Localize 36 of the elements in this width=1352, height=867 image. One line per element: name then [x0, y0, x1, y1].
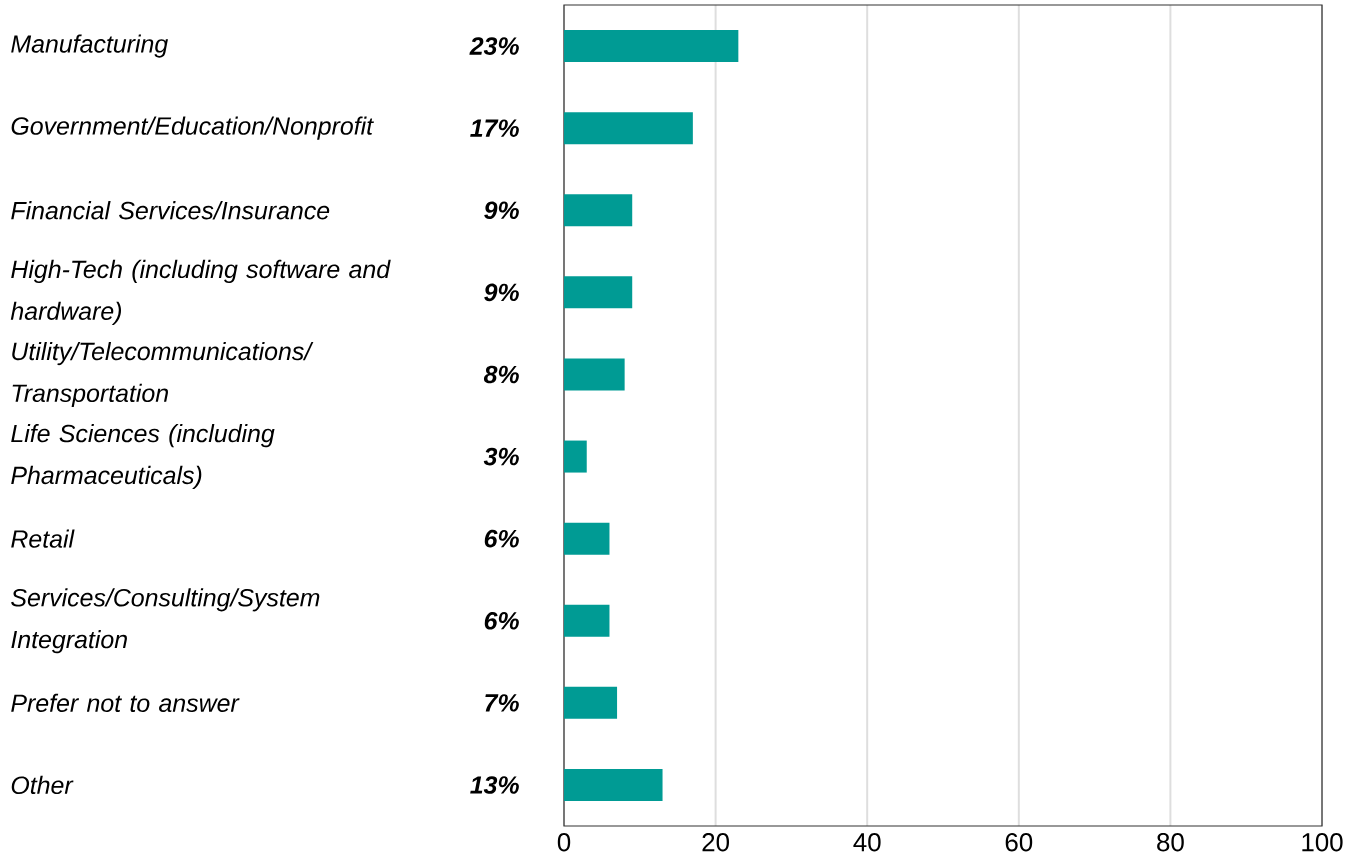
- data-label: 13%: [470, 776, 519, 794]
- bar: [564, 358, 625, 391]
- y-tick-label: Services/Consulting/System Integration: [11, 588, 320, 654]
- x-tick-label: 0: [557, 833, 571, 852]
- y-tick-label: Life Sciences (including Pharmaceuticals): [11, 424, 275, 490]
- data-label: 6%: [484, 611, 519, 630]
- x-tick-label: 100: [1302, 833, 1343, 852]
- y-tick-label: Retail: [11, 529, 75, 548]
- data-label: 7%: [485, 694, 519, 712]
- data-label: 17%: [470, 119, 519, 137]
- bar: [564, 686, 618, 719]
- bar: [564, 768, 663, 801]
- x-tick-label: 40: [853, 833, 881, 852]
- bar: [564, 276, 633, 309]
- data-label: 9%: [484, 283, 519, 302]
- data-label: 9%: [484, 201, 519, 220]
- x-tick-label: 20: [702, 833, 729, 852]
- y-tick-label: Other: [11, 775, 74, 795]
- data-label: 6%: [484, 529, 519, 548]
- data-label: 8%: [483, 365, 519, 384]
- y-tick-label: Government/Education/Nonprofit: [11, 116, 374, 140]
- y-tick-label: Manufacturing: [11, 34, 168, 58]
- y-tick-label: High-Tech (including software and hardware): [10, 259, 391, 325]
- x-tick-label: 80: [1157, 833, 1184, 852]
- data-label: 3%: [483, 447, 519, 466]
- bar: [564, 522, 610, 555]
- data-label: 23%: [469, 37, 519, 55]
- bar: [564, 604, 610, 637]
- x-tick-label: 60: [1005, 833, 1033, 852]
- bar: [564, 440, 587, 473]
- bar: [564, 112, 693, 145]
- bar: [564, 194, 633, 227]
- y-tick-label: Prefer not to answer: [11, 693, 240, 713]
- y-tick-label: Financial Services/Insurance: [11, 201, 330, 220]
- bar: [564, 30, 739, 63]
- y-tick-label: Utility/Telecommunications/ Transportation: [12, 341, 314, 407]
